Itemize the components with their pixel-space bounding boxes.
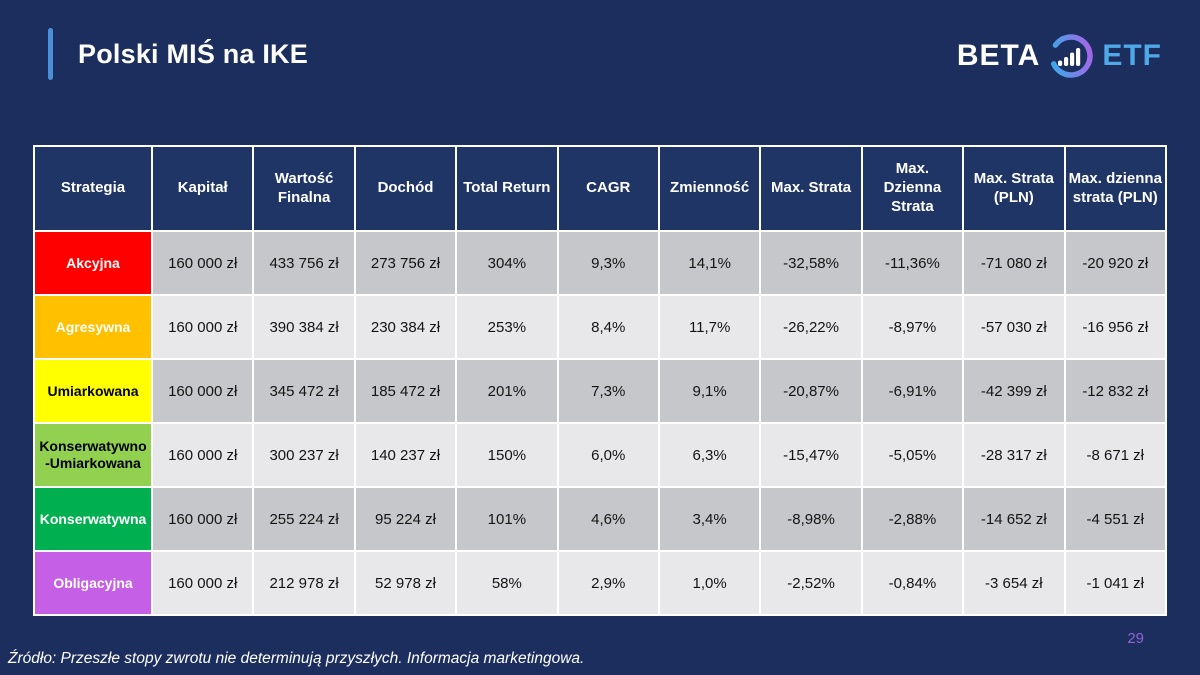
value-cell: 2,9%: [556, 550, 660, 616]
value-cell: 8,4%: [556, 294, 660, 360]
value-cell: -2,88%: [860, 486, 965, 552]
value-cell: 345 472 zł: [252, 358, 356, 424]
slide-header: Polski MIŚ na IKE: [48, 28, 308, 80]
table-row: Akcyjna 160 000 zł 433 756 zł 273 756 zł 304…: [33, 230, 1168, 296]
beta-etf-logo: BETA ETF: [957, 32, 1162, 80]
value-cell: 4,6%: [556, 486, 660, 552]
column-header: Max. dzienna strata (PLN): [1063, 145, 1168, 232]
value-cell: -16 956 zł: [1063, 294, 1168, 360]
value-cell: 3,4%: [657, 486, 762, 552]
value-cell: 253%: [455, 294, 559, 360]
value-cell: 95 224 zł: [353, 486, 458, 552]
strategy-results-table: Strategia Kapitał Wartość Finalna Dochód Tot…: [33, 145, 1168, 616]
value-cell: -14 652 zł: [962, 486, 1066, 552]
table-row: Agresywna 160 000 zł 390 384 zł 230 384 zł 2…: [33, 294, 1168, 360]
value-cell: 160 000 zł: [150, 294, 255, 360]
logo-etf-text: ETF: [1102, 39, 1162, 72]
value-cell: 140 237 zł: [353, 422, 458, 488]
value-cell: 6,3%: [657, 422, 762, 488]
column-header: Max. Dzienna Strata: [860, 145, 965, 232]
value-cell: 6,0%: [556, 422, 660, 488]
value-cell: -12 832 zł: [1063, 358, 1168, 424]
table-header-row: Strategia Kapitał Wartość Finalna Dochód Tot…: [33, 145, 1168, 232]
bar-chart-ring-icon: [1049, 34, 1094, 78]
value-cell: 7,3%: [556, 358, 660, 424]
table-row: Umiarkowana 160 000 zł 345 472 zł 185 472 z…: [33, 358, 1168, 424]
value-cell: -28 317 zł: [962, 422, 1066, 488]
value-cell: -8,98%: [759, 486, 863, 552]
logo-beta-text: BETA: [956, 39, 1041, 72]
column-header: Total Return: [455, 145, 559, 232]
value-cell: 160 000 zł: [150, 358, 255, 424]
strategy-cell: Konserwatywna: [33, 486, 153, 552]
value-cell: 9,3%: [556, 230, 660, 296]
strategy-cell: Umiarkowana: [33, 358, 153, 424]
column-header: CAGR: [556, 145, 660, 232]
table-row: Konserwatywna 160 000 zł 255 224 zł 95 224 …: [33, 486, 1168, 552]
column-header: Kapitał: [150, 145, 255, 232]
value-cell: -32,58%: [759, 230, 863, 296]
value-cell: -8 671 zł: [1063, 422, 1168, 488]
value-cell: 58%: [455, 550, 559, 616]
value-cell: -20 920 zł: [1063, 230, 1168, 296]
value-cell: -5,05%: [860, 422, 965, 488]
column-header: Dochód: [353, 145, 458, 232]
value-cell: -57 030 zł: [962, 294, 1066, 360]
strategy-cell: Akcyjna: [33, 230, 153, 296]
value-cell: 160 000 zł: [150, 486, 255, 552]
table-row: Obligacyjna 160 000 zł 212 978 zł 52 978 zł…: [33, 550, 1168, 616]
value-cell: 11,7%: [657, 294, 762, 360]
value-cell: 101%: [455, 486, 559, 552]
value-cell: 160 000 zł: [150, 230, 255, 296]
value-cell: -6,91%: [860, 358, 965, 424]
value-cell: 300 237 zł: [252, 422, 356, 488]
value-cell: -2,52%: [759, 550, 863, 616]
value-cell: 160 000 zł: [150, 550, 255, 616]
value-cell: 255 224 zł: [252, 486, 356, 552]
strategy-cell: Konserwatywno -Umiarkowana: [33, 422, 153, 488]
column-header: Max. Strata (PLN): [962, 145, 1066, 232]
value-cell: -42 399 zł: [962, 358, 1066, 424]
value-cell: -3 654 zł: [962, 550, 1066, 616]
value-cell: -26,22%: [759, 294, 863, 360]
value-cell: 14,1%: [657, 230, 762, 296]
value-cell: -11,36%: [860, 230, 965, 296]
value-cell: -15,47%: [759, 422, 863, 488]
slide-title: Polski MIŚ na IKE: [78, 38, 308, 69]
value-cell: -1 041 zł: [1063, 550, 1168, 616]
column-header: Max. Strata: [759, 145, 863, 232]
value-cell: 212 978 zł: [252, 550, 356, 616]
value-cell: 304%: [455, 230, 559, 296]
value-cell: 160 000 zł: [150, 422, 255, 488]
source-disclaimer: Źródło: Przeszłe stopy zwrotu nie determ…: [8, 650, 585, 667]
value-cell: 273 756 zł: [353, 230, 458, 296]
column-header: Zmienność: [657, 145, 762, 232]
title-accent-bar: [48, 28, 53, 80]
strategy-cell: Agresywna: [33, 294, 153, 360]
value-cell: 230 384 zł: [353, 294, 458, 360]
value-cell: -20,87%: [759, 358, 863, 424]
value-cell: 201%: [455, 358, 559, 424]
value-cell: 150%: [455, 422, 559, 488]
value-cell: -8,97%: [860, 294, 965, 360]
value-cell: 390 384 zł: [252, 294, 356, 360]
page-number: 29: [1127, 630, 1144, 647]
value-cell: -4 551 zł: [1063, 486, 1168, 552]
value-cell: 1,0%: [657, 550, 762, 616]
column-header: Strategia: [33, 145, 153, 232]
value-cell: 433 756 zł: [252, 230, 356, 296]
column-header: Wartość Finalna: [252, 145, 356, 232]
value-cell: 9,1%: [657, 358, 762, 424]
value-cell: -0,84%: [860, 550, 965, 616]
table-row: Konserwatywno -Umiarkowana 160 000 zł 300 …: [33, 422, 1168, 488]
value-cell: -71 080 zł: [962, 230, 1066, 296]
value-cell: 185 472 zł: [353, 358, 458, 424]
value-cell: 52 978 zł: [353, 550, 458, 616]
strategy-cell: Obligacyjna: [33, 550, 153, 616]
